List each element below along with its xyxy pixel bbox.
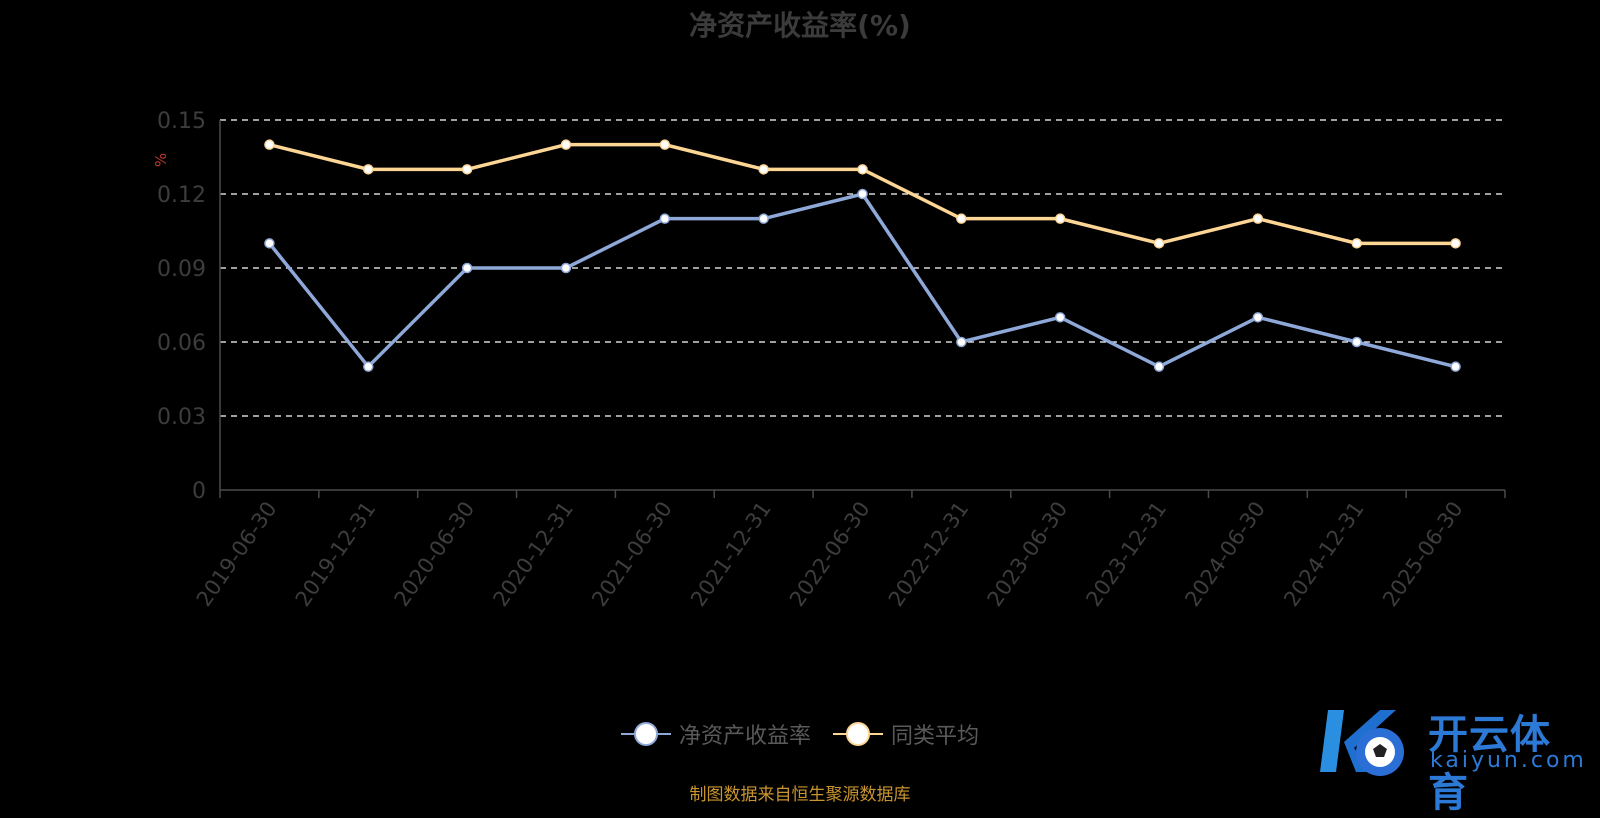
data-point [363, 361, 374, 372]
series-line [268, 192, 1457, 370]
data-point [264, 238, 275, 249]
data-point [857, 188, 868, 200]
x-tick-label: 2020-06-30 [390, 497, 480, 611]
legend-marker-icon [620, 722, 671, 746]
x-tick-label: 2021-06-30 [587, 497, 677, 611]
data-point [1054, 312, 1066, 323]
tick-labels: 0 0.03 0.06 0.09 0.12 0.15% 2019-06-30 2019-12-… [152, 109, 1468, 611]
y-tick-label: 0 [192, 479, 206, 504]
logo-text: 开云体育 [1428, 712, 1551, 816]
data-point [1351, 336, 1362, 348]
data-point [560, 262, 572, 274]
x-tick-label: 2023-06-30 [983, 497, 1073, 611]
data-point [956, 336, 967, 348]
data-point [1351, 238, 1362, 249]
kaiyun-logo: 开云体育 kaiyun.com [1310, 700, 1590, 816]
legend: 净资产收益率 同类平均 [0, 718, 1600, 750]
y-tick-label: 0.09 [157, 257, 206, 282]
x-tick-label: 2022-06-30 [785, 497, 875, 611]
data-point [1252, 312, 1264, 323]
x-tick-label: 2022-12-31 [884, 497, 974, 611]
data-point [758, 213, 769, 224]
axes [219, 120, 1506, 498]
data-point [659, 213, 671, 224]
x-tick-label: 2019-12-31 [291, 497, 381, 611]
y-tick-label: 0.06 [157, 331, 206, 356]
chart-title: 净资产收益率(%) [689, 9, 911, 42]
legend-item-peer-average[interactable]: 同类平均 [833, 718, 979, 750]
data-point [560, 139, 572, 150]
y-tick-label: 0.12 [157, 183, 206, 208]
data-point [1153, 361, 1165, 372]
source-note: 制图数据来自恒生聚源数据库 [689, 785, 911, 805]
ko-soccer-logo-icon [1320, 710, 1404, 776]
data-point [659, 139, 671, 150]
x-tick-label: 2025-06-30 [1378, 497, 1468, 611]
y-tick-label: 0.15 [157, 109, 206, 134]
data-point [1252, 213, 1264, 224]
data-point [1054, 213, 1066, 224]
y-tick-label: 0.03 [157, 405, 206, 430]
data-point [857, 164, 868, 175]
line-chart: 0 0.03 0.06 0.09 0.12 0.15% 2019-06-30 2019-12-… [152, 109, 1506, 611]
legend-item-roe[interactable]: 净资产收益率 [620, 718, 811, 750]
legend-label: 净资产收益率 [678, 724, 811, 749]
series-lines [264, 139, 1461, 372]
legend-marker-icon [833, 722, 883, 746]
x-tick-label: 2024-12-31 [1279, 497, 1369, 611]
data-point [956, 213, 967, 224]
x-tick-label: 2024-06-30 [1180, 497, 1270, 611]
data-point [461, 262, 473, 274]
x-tick-label: 2023-12-31 [1081, 497, 1171, 611]
x-tick-label: 2019-06-30 [192, 497, 282, 611]
data-point [363, 164, 374, 175]
legend-label: 同类平均 [891, 724, 980, 749]
data-point [1450, 238, 1461, 249]
x-tick-label: 2020-12-31 [488, 497, 578, 611]
data-point [758, 164, 769, 175]
data-point [264, 139, 275, 150]
x-tick-label: 2021-12-31 [686, 497, 776, 611]
data-point [1153, 238, 1165, 249]
logo-subtext: kaiyun.com [1430, 748, 1587, 773]
data-point [461, 164, 473, 175]
data-point [1450, 361, 1461, 372]
y-axis-label: % [152, 153, 170, 167]
